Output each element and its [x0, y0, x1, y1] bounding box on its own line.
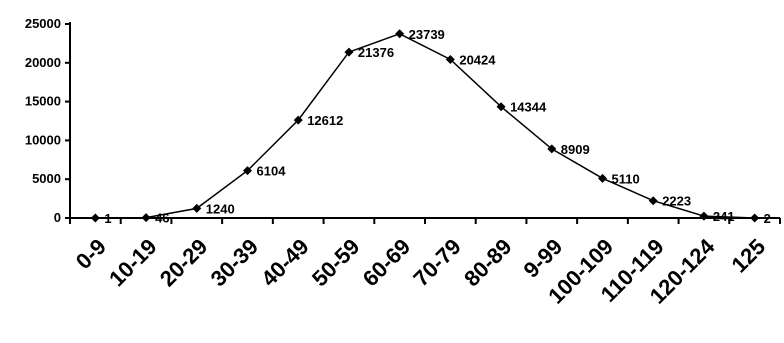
data-label: 2223	[662, 194, 691, 209]
data-point-marker	[699, 211, 709, 221]
data-label: 21376	[358, 45, 394, 60]
data-point-marker	[243, 166, 252, 176]
data-point-marker	[445, 55, 455, 65]
x-tick-label: 80-89	[459, 234, 516, 291]
data-label: 5110	[612, 171, 640, 186]
x-tick-label: 60-69	[358, 234, 415, 291]
y-tick-label: 10000	[25, 132, 61, 147]
data-point-marker	[750, 213, 760, 223]
data-label: 20424	[459, 53, 496, 68]
data-label: 12612	[307, 113, 343, 128]
data-point-marker	[344, 47, 354, 57]
y-tick-label: 20000	[25, 55, 61, 70]
x-tick-label: 0-9	[71, 234, 111, 274]
data-point-marker	[90, 213, 100, 223]
x-tick-label: 10-19	[104, 234, 161, 291]
data-label: 23739	[409, 27, 445, 42]
y-tick-label: 15000	[25, 94, 61, 109]
x-tick-label: 30-39	[206, 234, 263, 291]
data-label: 1	[104, 211, 111, 226]
data-label: 2	[764, 211, 771, 226]
x-tick-labels: 0-910-1920-2930-3940-4950-5960-6970-7980…	[71, 233, 770, 308]
markers	[90, 29, 760, 223]
data-label: 8909	[561, 142, 590, 157]
series-line-group	[95, 32, 755, 219]
data-point-marker	[547, 144, 557, 154]
data-point-marker	[496, 102, 506, 112]
data-labels: 1 46 1240 6104 12612 21376 23739 20424 14344 8909…	[104, 27, 771, 226]
y-tick-label: 25000	[25, 16, 61, 31]
data-point-marker	[293, 115, 303, 125]
y-tick-label: 5000	[32, 171, 61, 186]
data-point-marker	[648, 196, 658, 206]
data-point-marker	[598, 173, 607, 183]
data-label: 1240	[206, 201, 235, 216]
x-tick-label: 20-29	[155, 234, 212, 291]
data-label: 241	[713, 209, 735, 224]
x-tick-label: 40-49	[256, 234, 313, 291]
data-point-marker	[395, 29, 405, 39]
data-point-marker	[192, 203, 202, 213]
axes	[65, 22, 781, 224]
data-label: 14344	[510, 100, 547, 115]
y-tick-label: 0	[54, 210, 61, 225]
data-label: 6104	[257, 164, 287, 179]
x-tick-label: 50-59	[307, 234, 364, 291]
series-line	[95, 32, 755, 219]
y-tick-labels: 0 5000 10000 15000 20000 25000	[25, 16, 61, 225]
data-label: 46	[155, 211, 169, 226]
data-point-marker	[141, 213, 151, 223]
x-tick-label: 70-79	[408, 234, 465, 291]
x-tick-label: 125	[727, 234, 771, 278]
